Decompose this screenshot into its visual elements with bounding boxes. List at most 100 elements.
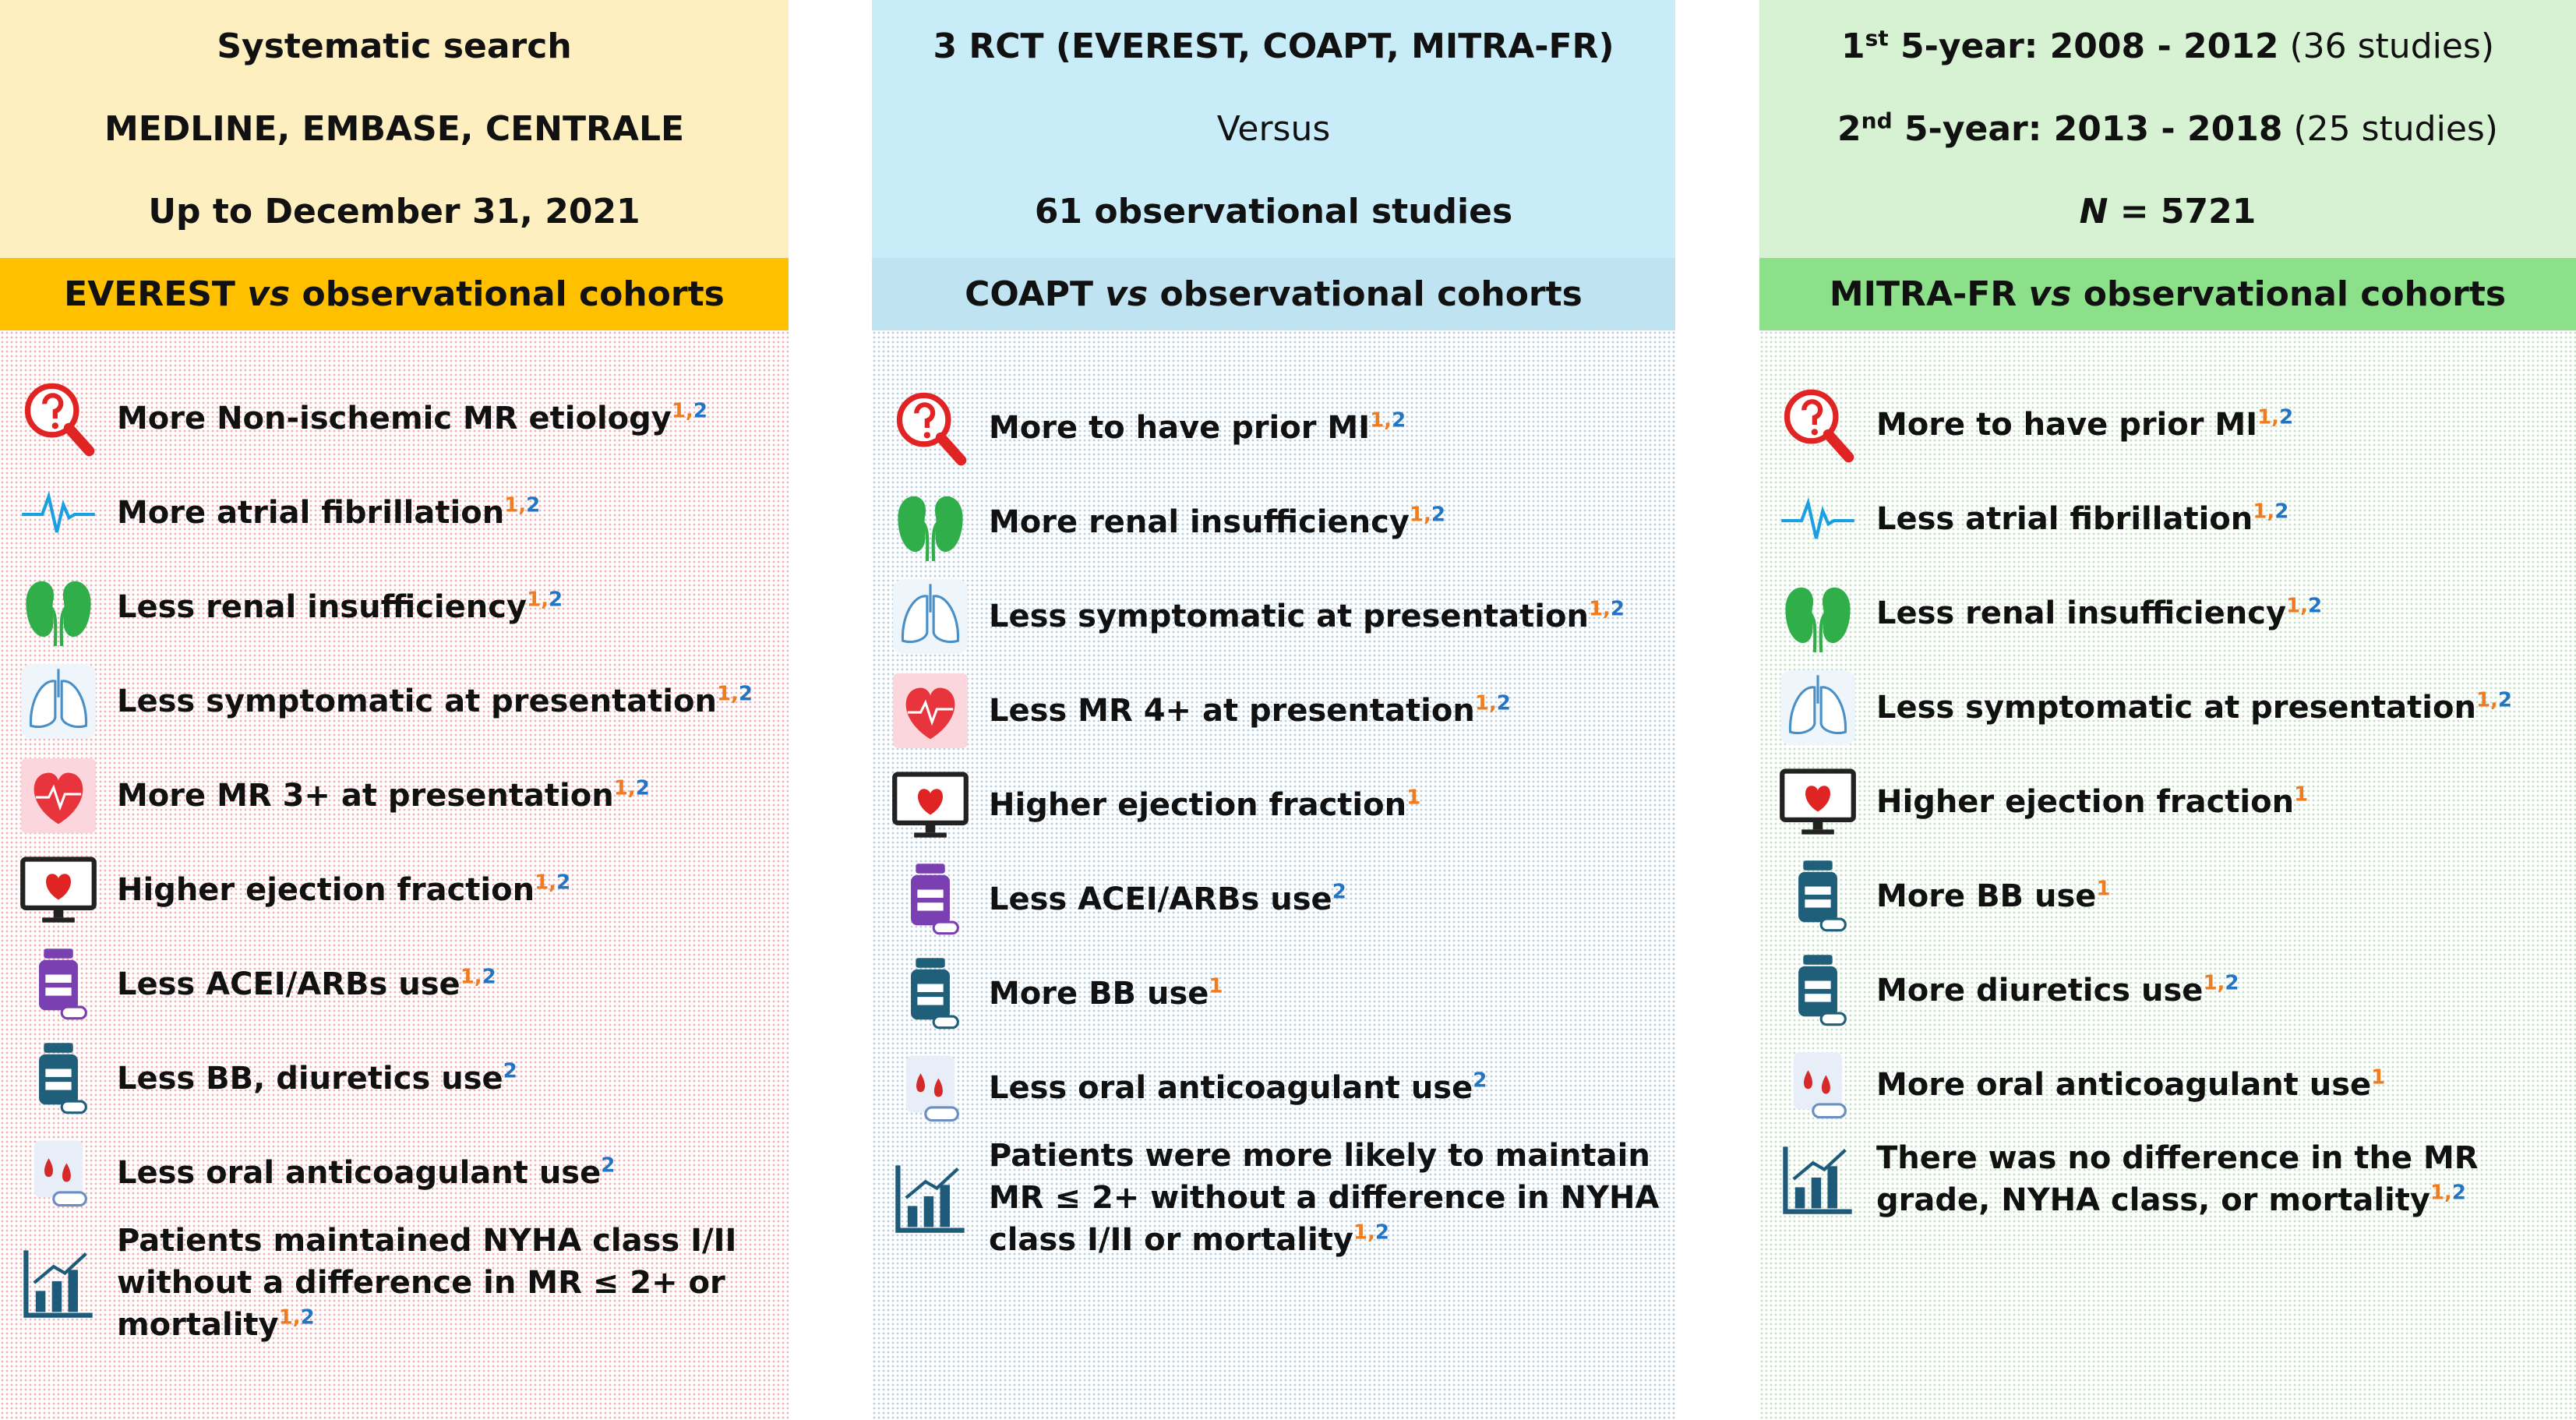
finding: Less ACEI/ARBs use1,2 <box>117 963 504 1005</box>
icon-box <box>0 850 117 931</box>
section-title: MITRA-FR vs observational cohorts <box>1759 258 2576 330</box>
finding: More renal insufficiency1,2 <box>989 501 1453 543</box>
icon-part <box>1805 785 1830 811</box>
icon <box>39 948 87 1019</box>
icon-part <box>46 873 71 899</box>
icon-part <box>60 1005 87 1019</box>
icon-box <box>1759 856 1876 937</box>
icon-part <box>22 490 95 532</box>
column: 1st 5-year: 2008 - 2012 (36 studies) 2nd … <box>1759 0 2576 1420</box>
icon-part <box>916 957 945 968</box>
icon-part <box>1811 428 1818 436</box>
icon-box <box>1759 573 1876 654</box>
finding-row: Less renal insufficiency1,2 <box>1759 566 2576 660</box>
icon <box>1785 587 1851 652</box>
finding-text: More BB use <box>1876 878 2097 914</box>
icon-part <box>1812 819 1823 829</box>
header-text: 3 RCT (EVEREST, COAPT, MITRA-FR) <box>933 26 1614 66</box>
icon-part <box>921 520 940 561</box>
icon-part <box>905 1054 955 1112</box>
icon-box <box>0 472 117 553</box>
reference: 2 <box>738 682 753 706</box>
header-line: 1st 5-year: 2008 - 2012 (36 studies) <box>1841 26 2494 66</box>
reference: 2 <box>556 871 571 895</box>
finding-text: Less ACEI/ARBs use <box>989 881 1332 917</box>
reference: 1, <box>1588 597 1611 621</box>
icon-box <box>872 1047 989 1129</box>
finding-text: More diuretics use <box>1876 972 2204 1008</box>
header-text: = 5721 <box>2108 192 2257 232</box>
section-text: observational cohorts <box>2071 274 2507 314</box>
icon-part <box>932 1015 959 1029</box>
icon-box <box>872 1157 989 1238</box>
finding-row: Less symptomatic at presentation1,2 <box>1759 660 2576 754</box>
icon-part <box>1808 611 1827 652</box>
icon-part <box>907 1206 918 1227</box>
icon-box <box>1759 384 1876 465</box>
reference: 1, <box>2475 688 2498 712</box>
finding: Less renal insufficiency1,2 <box>117 586 570 628</box>
icon-part <box>1819 1012 1847 1026</box>
section-title: COAPT vs observational cohorts <box>872 258 1675 330</box>
finding-text: Patients were more likely to maintain MR… <box>989 1138 1660 1258</box>
column-header: 3 RCT (EVEREST, COAPT, MITRA-FR) Versus 61… <box>872 0 1675 258</box>
icon-part <box>44 1042 73 1053</box>
icon <box>1798 954 1847 1026</box>
finding-text: Less MR 4+ at presentation <box>989 692 1475 729</box>
icon-part <box>1793 1051 1843 1109</box>
finding-row: Patients maintained NYHA class I/II with… <box>0 1220 789 1346</box>
finding: Less oral anticoagulant use2 <box>117 1152 623 1194</box>
section-text: vs <box>1105 274 1149 314</box>
finding-text: Higher ejection fraction <box>989 786 1407 823</box>
icon-part <box>60 1100 87 1114</box>
column-header: 1st 5-year: 2008 - 2012 (36 studies) 2nd … <box>1759 0 2576 258</box>
finding-row: More diuretics use1,2 <box>1759 943 2576 1037</box>
finding-text: More Non-ischemic MR etiology <box>117 400 672 436</box>
finding-row: Less ACEI/ARBs use2 <box>872 852 1675 946</box>
icon-box <box>0 755 117 836</box>
icon <box>22 490 95 532</box>
icon-part <box>45 987 72 996</box>
icon-box <box>0 1038 117 1119</box>
icon <box>21 663 96 739</box>
icon-part <box>45 1081 72 1090</box>
icon-part <box>1784 389 1839 443</box>
reference: 2 <box>300 1305 315 1330</box>
finding: More to have prior MI1,2 <box>989 407 1413 449</box>
icon-part <box>1811 1177 1822 1208</box>
column: 3 RCT (EVEREST, COAPT, MITRA-FR) Versus 61… <box>872 0 1675 1420</box>
header-text: Versus <box>1216 108 1331 149</box>
section-text: vs <box>2028 274 2072 314</box>
header-line: 61 observational studies <box>1035 192 1512 231</box>
icon-part <box>51 1280 62 1312</box>
icon-box <box>0 567 117 648</box>
header-text: st <box>1865 25 1889 51</box>
icon-part <box>1805 899 1831 908</box>
icon-part <box>51 422 58 429</box>
icon-part <box>917 984 944 992</box>
icon-box <box>872 387 989 468</box>
icon-box <box>872 765 989 846</box>
header-line: Versus <box>1217 109 1331 149</box>
icon-part <box>1827 1165 1837 1208</box>
header-line: MEDLINE, EMBASE, CENTRALE <box>104 109 684 149</box>
icon-part <box>35 1291 46 1312</box>
finding: More oral anticoagulant use1 <box>1876 1064 2393 1106</box>
reference: 1 <box>1406 786 1421 810</box>
icon-part <box>26 581 55 637</box>
finding-row: Less atrial fibrillation1,2 <box>1759 472 2576 566</box>
reference: 1 <box>2371 1065 2386 1090</box>
icon-part <box>45 1069 72 1077</box>
icon-part <box>24 383 79 437</box>
finding-row: Higher ejection fraction1,2 <box>0 842 789 937</box>
icon-part <box>1803 860 1833 871</box>
icon-part <box>1805 886 1831 895</box>
header-line: Systematic search <box>217 26 571 66</box>
icon-part <box>35 784 82 811</box>
reference: 1, <box>2257 405 2280 429</box>
icon-part <box>934 496 963 552</box>
finding-text: Higher ejection fraction <box>117 871 535 908</box>
icon-part <box>901 583 960 643</box>
reference: 1, <box>671 399 693 423</box>
finding-text: More BB use <box>989 975 1209 1012</box>
